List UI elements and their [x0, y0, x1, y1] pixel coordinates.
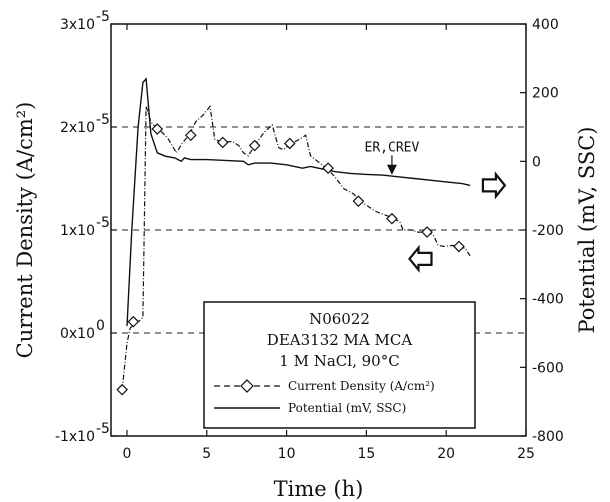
y-left-tick-label: 2x10 [60, 120, 95, 136]
potential-axis-arrow-icon [481, 171, 507, 200]
x-tick-label: 10 [278, 446, 296, 462]
y-right-tick-label: -400 [532, 292, 564, 308]
y-left-tick-label: 3x10 [60, 17, 95, 33]
potential-line [126, 77, 471, 327]
x-axis-title: Time (h) [274, 477, 364, 501]
y-left-tick-label: 0x10 [60, 326, 95, 342]
x-tick-label: 15 [357, 446, 375, 462]
current-density-point [184, 129, 197, 142]
current-density-point [116, 383, 129, 396]
y-right-tick-label: -600 [532, 360, 564, 376]
y-left-tick-exponent: -5 [96, 215, 110, 231]
current-density-point [322, 162, 334, 175]
annotation-er-crev: ER,CREV [365, 140, 420, 155]
current-density-point [127, 315, 140, 328]
current-axis-arrow-icon [408, 244, 433, 273]
legend-entry-potential: Potential (mV, SSC) [288, 401, 406, 415]
y-left-tick-label: 1x10 [60, 223, 95, 239]
current-density-line [121, 104, 471, 390]
x-tick-label: 25 [517, 446, 535, 462]
annotation-arrow-icon [386, 155, 397, 175]
y-right-tick-label: 0 [532, 154, 541, 170]
current-density-point [421, 226, 433, 238]
x-tick-label: 0 [123, 446, 132, 462]
x-tick-label: 20 [437, 446, 455, 462]
y-left-tick-exponent: 0 [96, 318, 105, 334]
current-density-point [216, 136, 229, 149]
legend-entry-current: Current Density (A/cm²) [288, 379, 435, 393]
current-density-point [248, 139, 261, 152]
current-density-point [453, 240, 465, 253]
legend-specimen: DEA3132 MA MCA [267, 331, 413, 349]
y-left-tick-exponent: -5 [96, 421, 110, 437]
y-right-tick-label: 400 [532, 17, 559, 33]
annotation-layer: ER,CREV [365, 140, 507, 273]
y-left-tick-label: -1x10 [55, 429, 95, 445]
legend: N06022 DEA3132 MA MCA 1 M NaCl, 90°C Cur… [203, 301, 476, 429]
y-left-tick-exponent: -5 [96, 112, 110, 128]
y-right-tick-label: 200 [532, 86, 559, 102]
legend-diamond-icon [240, 379, 254, 393]
legend-box [203, 301, 476, 429]
current-density-point [283, 137, 296, 150]
y-left-tick-exponent: -5 [96, 9, 110, 25]
y-right-tick-label: -800 [532, 429, 564, 445]
current-density-point [386, 212, 398, 225]
y-left-axis-title: Current Density (A/cm²) [13, 102, 37, 359]
series-layer [116, 77, 471, 396]
legend-environment: 1 M NaCl, 90°C [279, 352, 399, 370]
current-density-point [151, 123, 164, 135]
y-right-axis-title: Potential (mV, SSC) [575, 127, 599, 334]
current-density-point [352, 195, 365, 208]
x-tick-label: 5 [202, 446, 211, 462]
legend-material: N06022 [309, 310, 370, 328]
y-right-tick-label: -200 [532, 223, 564, 239]
